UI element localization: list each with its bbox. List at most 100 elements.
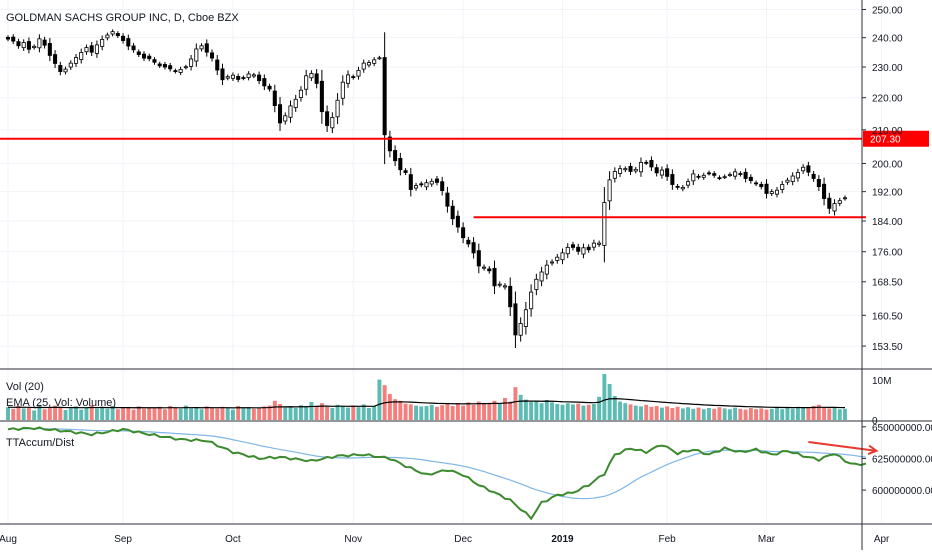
accum-label: TTAccum/Dist — [6, 437, 74, 449]
price-tick-label: 153.50 — [872, 342, 903, 353]
candle-body — [230, 74, 235, 79]
accum-tick-label: 625000000.00 — [872, 454, 932, 465]
volume-bar — [440, 405, 445, 420]
candle-body — [471, 242, 476, 254]
candle-body — [199, 45, 204, 50]
volume-bar — [560, 404, 565, 420]
candle — [550, 259, 555, 266]
candle — [100, 35, 105, 51]
candle-body — [346, 74, 351, 84]
candle — [644, 160, 649, 166]
candle — [680, 184, 685, 192]
candle — [706, 170, 712, 176]
volume-bar — [74, 406, 78, 420]
volume-bar — [701, 409, 706, 420]
volume-bar — [832, 407, 837, 420]
price-tick-label: 230.00 — [872, 63, 903, 74]
candle-body — [581, 247, 586, 255]
volume-bar — [780, 409, 785, 420]
candle — [638, 157, 644, 177]
time-tick-label: 2019 — [551, 534, 574, 545]
volume-bar — [586, 404, 591, 420]
candle-body — [225, 76, 230, 79]
candle — [325, 105, 330, 132]
candle — [445, 186, 450, 213]
candle-body — [262, 78, 267, 87]
candle — [618, 165, 623, 178]
candle-body — [743, 171, 748, 179]
volume-bar — [691, 408, 696, 420]
volume-bar — [707, 408, 711, 420]
candle-body — [152, 59, 157, 63]
candle-body — [738, 173, 743, 175]
candle — [701, 172, 706, 180]
candle-body — [633, 168, 638, 172]
candle — [11, 34, 16, 45]
volume-bar — [262, 406, 267, 420]
candle — [21, 39, 26, 51]
candle-body — [110, 31, 115, 35]
candle — [712, 171, 717, 178]
volume-bar — [152, 408, 157, 420]
volume-bar — [827, 408, 832, 420]
candle-body — [466, 239, 471, 245]
candle — [764, 179, 769, 199]
candle — [492, 260, 497, 295]
candle — [591, 239, 596, 251]
volume-bar — [298, 405, 303, 420]
candle-body — [189, 58, 194, 67]
candle — [455, 210, 460, 233]
candle — [141, 51, 147, 62]
volume-bar — [419, 406, 424, 420]
candle-body — [204, 43, 209, 53]
candle — [387, 130, 392, 158]
candle — [32, 44, 37, 50]
candle — [173, 68, 178, 74]
volume-bar — [319, 403, 324, 420]
price-label-text: 207.30 — [870, 135, 901, 146]
candle-body — [178, 69, 183, 73]
candle — [654, 164, 659, 177]
volume-bar — [136, 406, 141, 420]
candle-body — [32, 45, 37, 49]
candle-body — [816, 179, 821, 188]
candle — [408, 167, 413, 197]
candle-body — [476, 250, 481, 267]
candle-body — [780, 184, 785, 190]
candle-body — [309, 72, 314, 79]
candle-body — [278, 104, 283, 124]
volume-bar — [712, 408, 717, 420]
accum-tick-label: 650000000.00 — [872, 423, 932, 434]
volume-bar — [100, 406, 105, 420]
candle — [73, 53, 79, 67]
candle-body — [121, 35, 126, 41]
volume-bar — [293, 408, 298, 420]
candle — [602, 186, 607, 263]
candle-body — [68, 62, 73, 68]
candle — [79, 48, 84, 64]
candle-body — [366, 62, 371, 66]
candle — [366, 60, 371, 68]
accum-ma-line — [7, 427, 866, 500]
candle-body — [712, 173, 717, 176]
volume-bar — [372, 406, 377, 420]
candle-body — [335, 99, 340, 118]
candle — [136, 49, 141, 58]
volume-bar — [267, 405, 272, 420]
candle-body — [618, 168, 623, 174]
volume-bar — [361, 404, 366, 420]
candle — [403, 168, 408, 176]
candle-body — [5, 36, 11, 40]
volume-bar — [534, 400, 539, 420]
candle — [774, 186, 780, 198]
candle — [283, 112, 288, 125]
volume-bar — [335, 404, 340, 420]
candle — [319, 69, 324, 124]
candle-body — [502, 285, 507, 288]
candle — [811, 170, 816, 182]
volume-bar — [618, 401, 623, 420]
candle-body — [701, 174, 706, 178]
candle-body — [63, 68, 68, 73]
volume-bar — [785, 408, 790, 420]
candle — [837, 197, 842, 207]
